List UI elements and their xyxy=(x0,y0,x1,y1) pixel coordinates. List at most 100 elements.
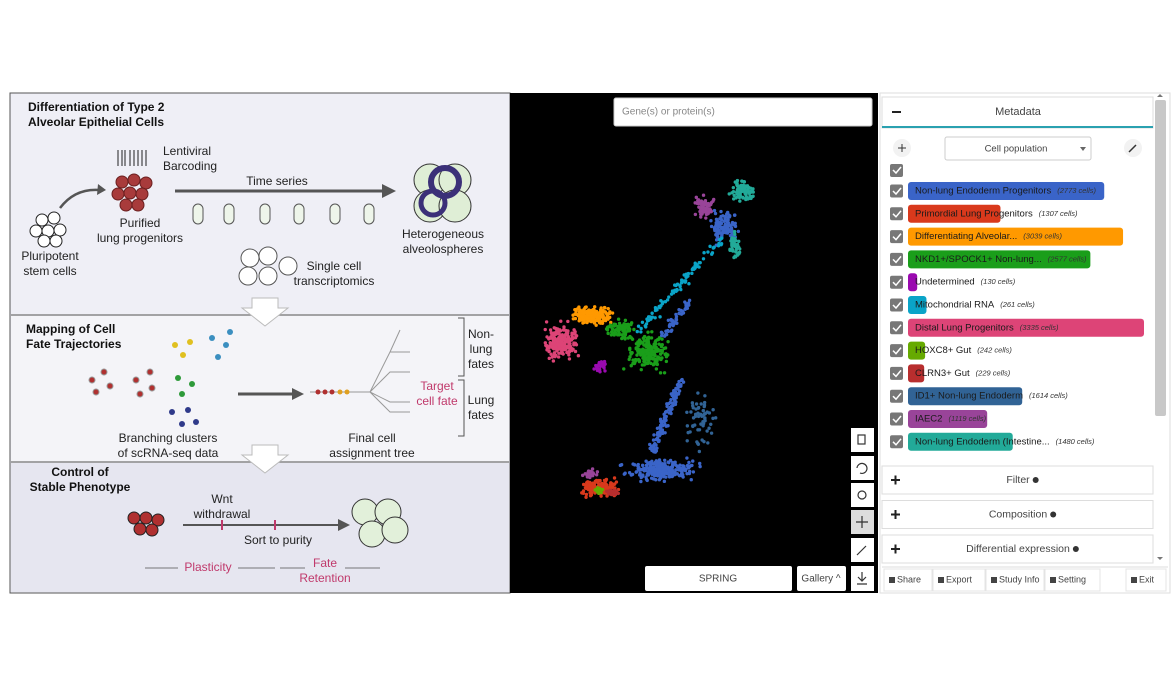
population-name[interactable]: HOXC8+ Gut xyxy=(915,345,972,356)
cell-point xyxy=(559,351,563,355)
tool-button[interactable] xyxy=(851,428,874,452)
section-header[interactable] xyxy=(881,465,1154,495)
cell-point xyxy=(687,469,692,474)
population-name[interactable]: Differentiating Alveolar... xyxy=(915,231,1017,242)
cell-point xyxy=(593,488,597,492)
population-name[interactable]: IAEC2 xyxy=(915,414,942,425)
footer-button[interactable] xyxy=(985,568,1045,592)
cell-point xyxy=(713,416,718,420)
cell-point xyxy=(574,343,579,347)
checkbox[interactable] xyxy=(890,389,903,403)
cell-point xyxy=(565,338,569,342)
population-name[interactable]: Mitochondrial RNA xyxy=(915,300,995,311)
checkbox[interactable] xyxy=(890,275,903,289)
cell-point xyxy=(702,251,706,255)
cell-point xyxy=(744,192,748,197)
cell-point xyxy=(609,320,613,325)
cell-point xyxy=(638,473,642,477)
population-name[interactable]: NKD1+/SPOCK1+ Non-lung... xyxy=(915,254,1042,265)
cell-point xyxy=(556,337,560,341)
scrollbar[interactable] xyxy=(1155,100,1166,416)
check xyxy=(892,324,902,332)
cell-point xyxy=(668,406,672,410)
footer-button[interactable] xyxy=(883,568,933,592)
checkbox[interactable] xyxy=(890,207,903,221)
population-name[interactable]: Primordial Lung Progenitors xyxy=(915,208,1033,219)
cell-point xyxy=(612,476,617,480)
checkbox-all[interactable] xyxy=(890,164,903,177)
cell-point xyxy=(731,197,736,201)
checkbox[interactable] xyxy=(890,184,903,198)
check xyxy=(892,369,902,378)
checkbox[interactable] xyxy=(890,321,903,335)
single-cells xyxy=(238,246,298,286)
population-name[interactable]: Undetermined xyxy=(915,277,975,288)
layout-label: SPRING xyxy=(699,574,738,585)
cell-point xyxy=(662,468,666,472)
population-name[interactable]: Non-lung Endoderm (Intestine... xyxy=(915,436,1050,447)
checkbox[interactable] xyxy=(890,435,903,449)
cell-point xyxy=(610,327,615,331)
section-header[interactable] xyxy=(881,500,1154,529)
search-box[interactable] xyxy=(613,97,873,127)
stem-cells xyxy=(29,211,67,248)
dropdown[interactable] xyxy=(944,136,1092,161)
cell-point xyxy=(679,287,683,292)
cell-point xyxy=(675,472,679,476)
footer-button[interactable] xyxy=(932,568,986,592)
cell-point xyxy=(657,430,661,434)
footer-button[interactable] xyxy=(1044,568,1101,592)
cell-point xyxy=(699,422,703,426)
layout-button[interactable] xyxy=(645,566,792,591)
cell-point xyxy=(681,464,685,468)
checkbox[interactable] xyxy=(890,230,903,244)
cell-point xyxy=(693,414,698,419)
cell-point xyxy=(619,463,624,467)
cell-point xyxy=(664,414,668,419)
checkbox[interactable] xyxy=(890,252,903,266)
footer-icon xyxy=(1050,577,1056,583)
cell-point xyxy=(666,423,670,428)
cell-point xyxy=(712,197,716,202)
population-name[interactable]: CLRN3+ Gut xyxy=(915,368,970,379)
cell-point xyxy=(612,482,617,486)
checkbox[interactable] xyxy=(890,298,903,312)
cell-point xyxy=(658,352,663,356)
cell-point xyxy=(676,464,680,469)
cell-point xyxy=(658,470,662,474)
checkbox[interactable] xyxy=(890,412,903,426)
cell-point xyxy=(687,282,691,286)
cell-point xyxy=(722,219,726,223)
cell-point xyxy=(663,463,667,467)
sections: Filter Composition Differential expression xyxy=(881,465,1154,564)
cell-point xyxy=(717,228,721,233)
down-arrow xyxy=(240,297,290,327)
footer-button[interactable] xyxy=(1125,568,1167,592)
cell-point xyxy=(671,323,675,328)
checkbox[interactable] xyxy=(890,366,903,380)
cell-point xyxy=(730,236,734,240)
checkbox[interactable] xyxy=(890,344,903,358)
diagram-label: Single cell xyxy=(307,259,362,273)
cell-point xyxy=(552,351,557,355)
cell-point xyxy=(570,333,574,338)
gallery-button[interactable] xyxy=(797,566,846,591)
cell-point xyxy=(552,341,556,345)
cell-point xyxy=(610,311,615,315)
cell-point xyxy=(580,309,584,313)
cell-point xyxy=(704,216,708,220)
tool-button[interactable] xyxy=(851,456,874,480)
cell-point xyxy=(667,295,671,299)
cell-point xyxy=(672,395,676,399)
population-name[interactable]: ID1+ Non-lung Endoderm xyxy=(915,391,1023,402)
population-name[interactable]: Distal Lung Progenitors xyxy=(915,322,1014,333)
check xyxy=(892,187,902,196)
cell-point xyxy=(570,347,574,351)
barcode-icon xyxy=(117,150,147,166)
population-name[interactable]: Non-lung Endoderm Progenitors xyxy=(915,186,1051,197)
cell-point xyxy=(566,319,570,324)
tool-button[interactable] xyxy=(851,483,874,507)
section-header[interactable] xyxy=(881,534,1154,564)
side-panel: Metadata Cell population Non-lung Endode… xyxy=(879,92,1171,594)
cell-point xyxy=(553,354,557,359)
